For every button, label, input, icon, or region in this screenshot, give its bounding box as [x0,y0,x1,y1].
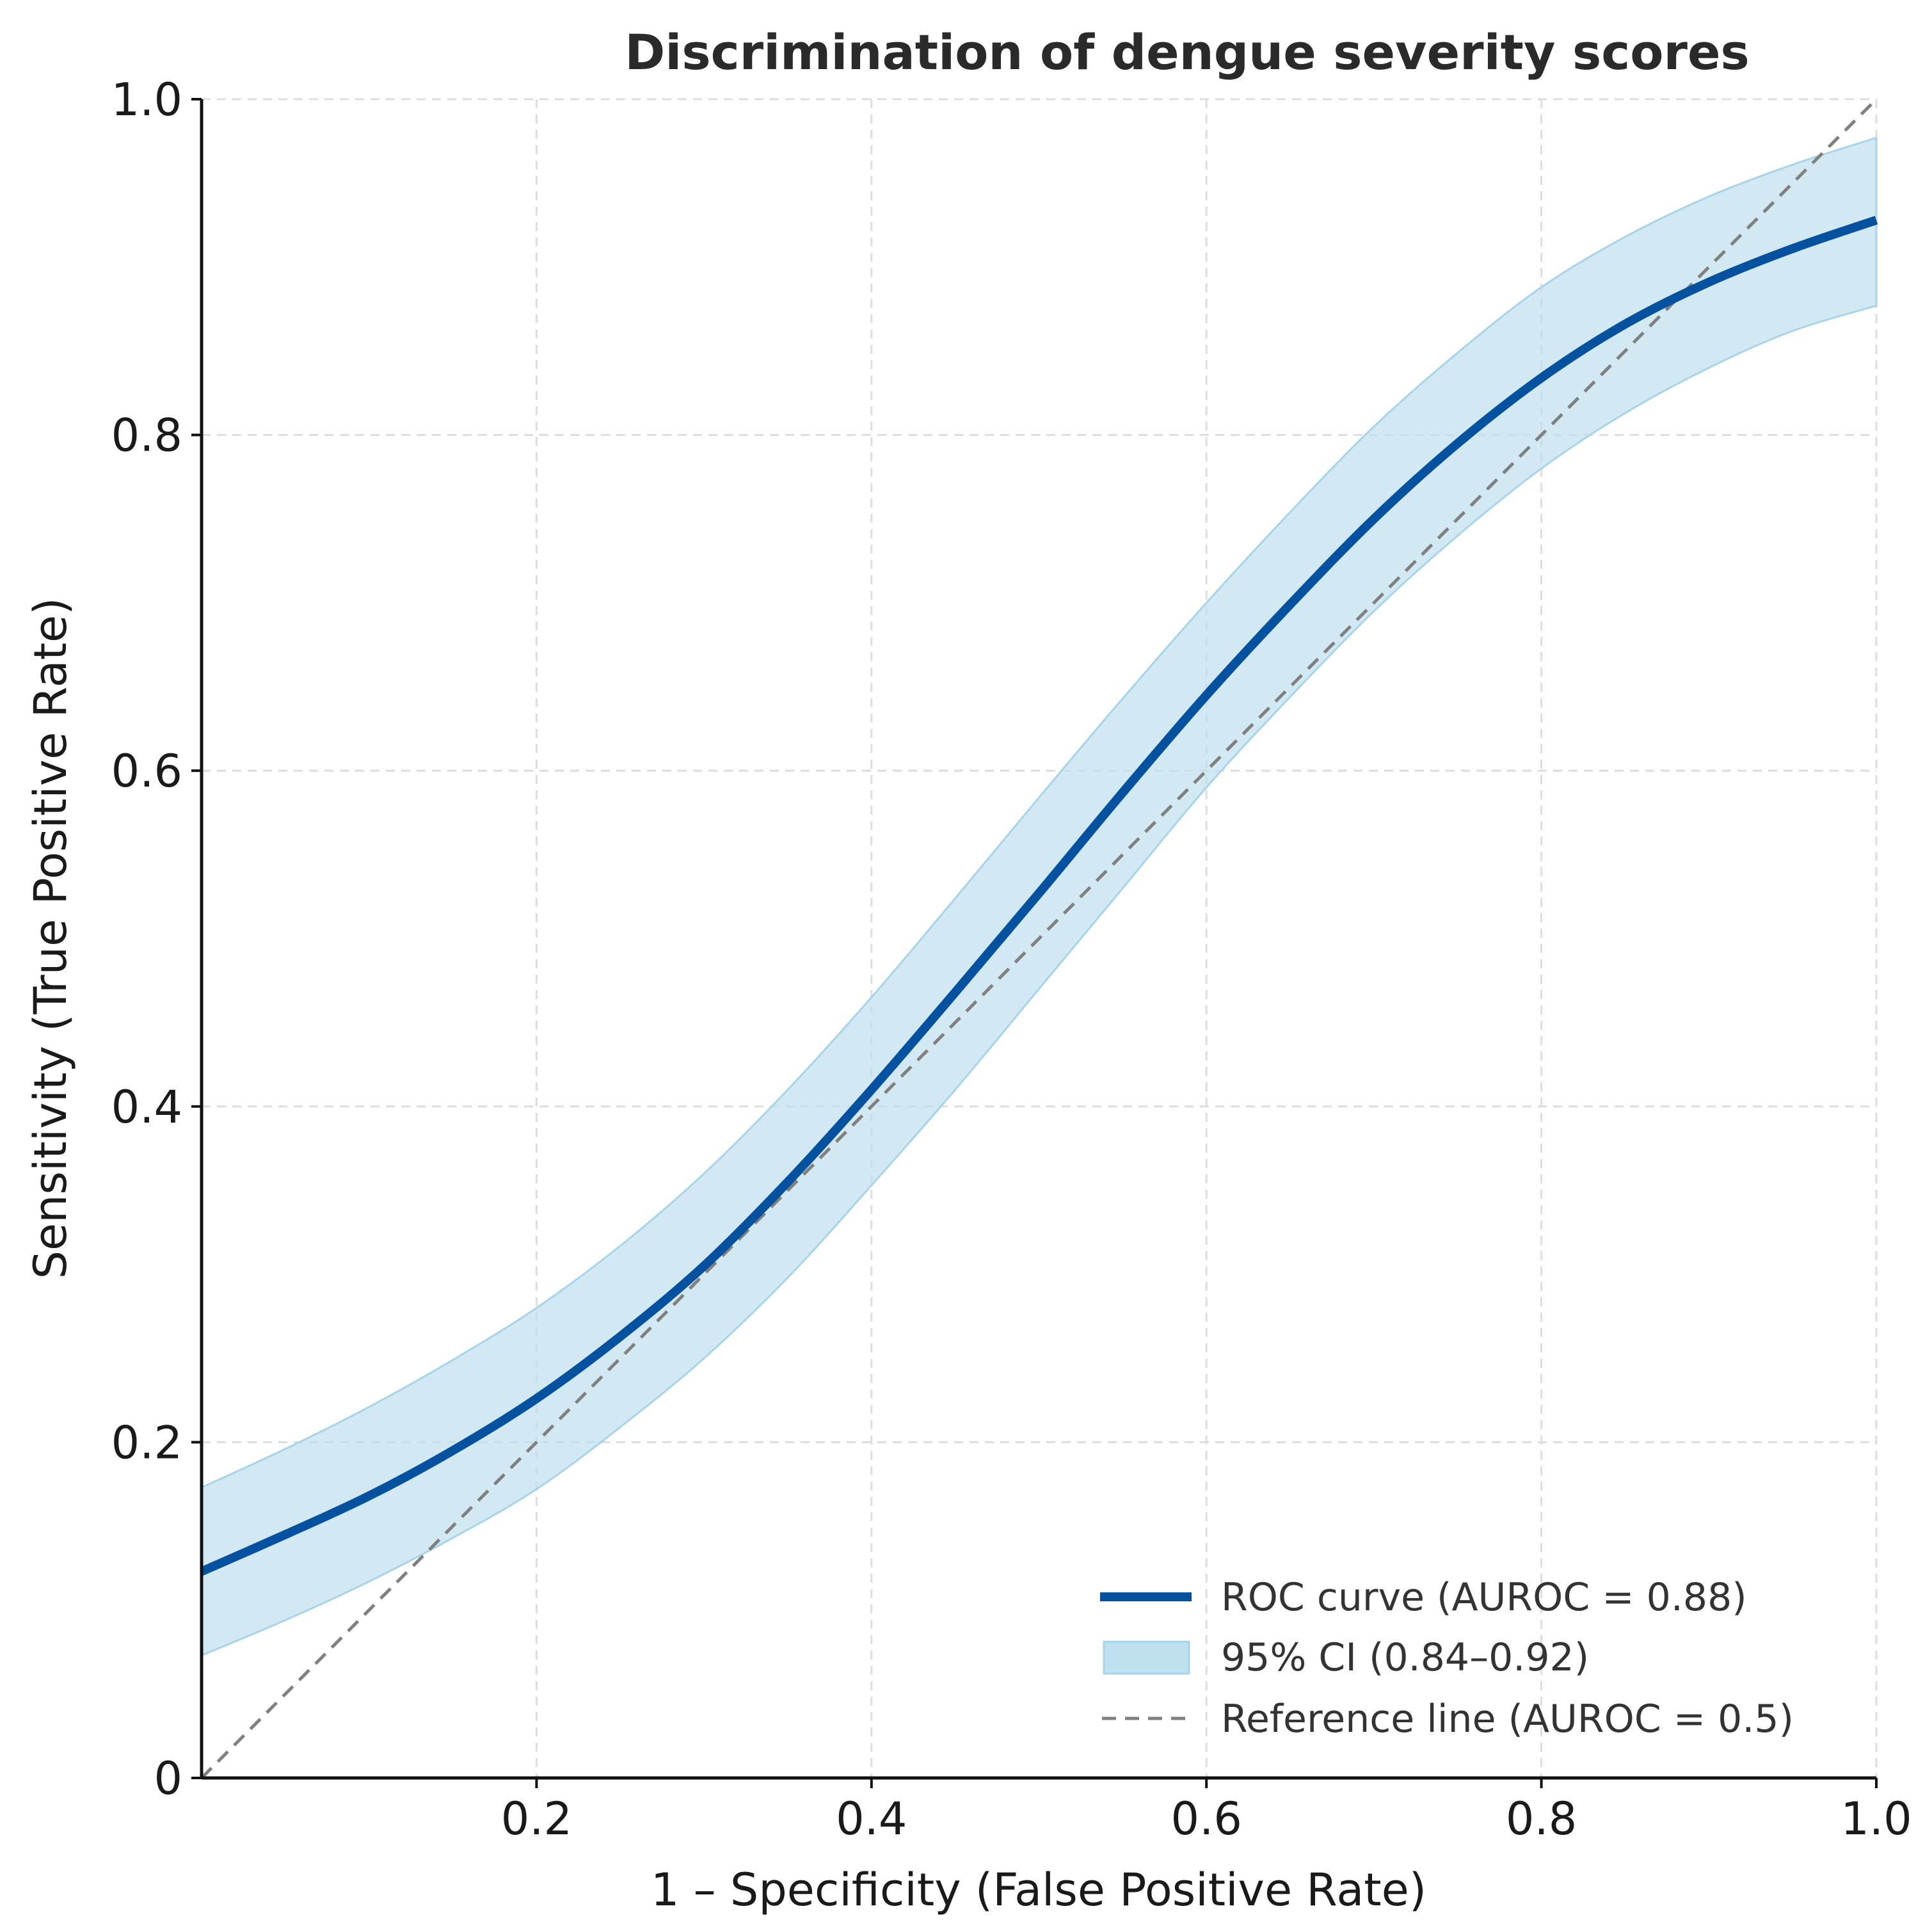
x-axis-label: 1 – Specificity (False Positive Rate) [651,1864,1426,1916]
axes [200,99,1876,1780]
legend-ci-swatch [1103,1640,1190,1675]
legend-ci-label: 95% CI (0.84–0.92) [1221,1635,1589,1680]
roc-curve [200,216,1878,1576]
y-tick-label: 1.0 [111,74,182,126]
y-tick-label: 0 [154,1752,182,1805]
y-tick-label: 0.2 [111,1416,182,1469]
reference-line [200,98,1878,1779]
y-tick-label: 0.6 [111,745,182,797]
legend-reference-label: Reference line (AUROC = 0.5) [1221,1697,1794,1741]
x-ticks: 0.2 0.4 0.6 0.8 1.0 [501,1778,1912,1845]
legend: ROC curve (AUROC = 0.88) 95% CI (0.84–0.… [1100,1575,1794,1741]
y-axis-label: Sensitivity (True Positive Rate) [24,598,77,1279]
y-ticks: 0 0.2 0.4 0.6 0.8 1.0 [111,74,202,1805]
x-tick-label: 0.8 [1506,1793,1577,1845]
x-tick-label: 0.2 [501,1793,572,1845]
y-tick-label: 0.4 [111,1081,182,1133]
legend-roc-label: ROC curve (AUROC = 0.88) [1221,1575,1747,1620]
y-tick-label: 0.8 [111,410,182,462]
roc-curve-layer [200,216,1878,1576]
reference-line-layer [200,98,1878,1779]
x-tick-label: 0.6 [1171,1793,1242,1845]
x-tick-label: 0.4 [836,1793,907,1845]
x-tick-label: 1.0 [1840,1793,1912,1845]
chart-title: Discrimination of dengue severity scores [625,24,1750,81]
